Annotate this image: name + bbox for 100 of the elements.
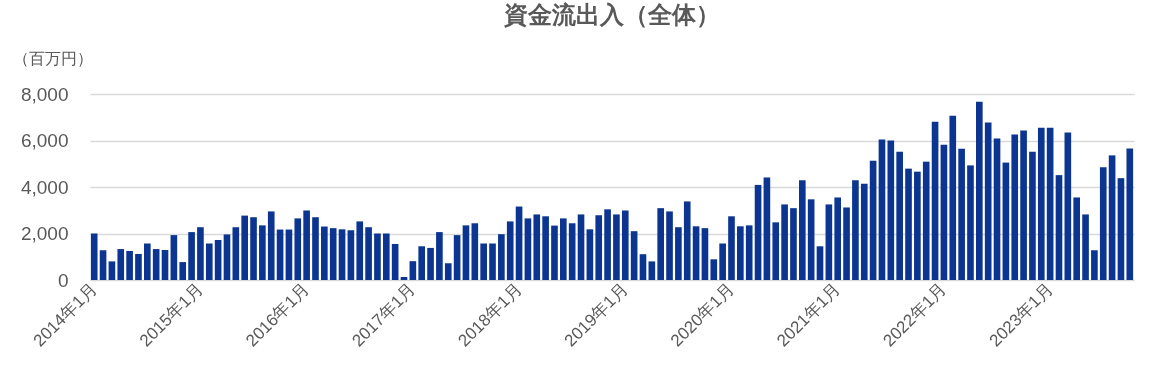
bar [382,233,390,280]
bar [161,250,169,280]
bar [427,247,434,280]
bar [515,206,523,280]
bar [657,208,664,280]
bar [1073,197,1081,280]
bar [90,233,98,280]
bar [577,214,585,280]
bar [241,215,248,280]
bar [790,208,797,280]
chart-title: 資金流出入（全体） [503,1,720,28]
bar [887,140,895,280]
bar [418,246,426,280]
bar [1064,132,1072,280]
bar [506,221,514,280]
bar [604,209,611,280]
bar [692,226,700,280]
bar [542,216,549,280]
bar [843,207,850,280]
bar [108,261,116,280]
bar [621,210,629,280]
bar [303,210,310,280]
bar [197,227,204,280]
bar [453,235,461,280]
bar [250,217,257,280]
bar [878,139,886,280]
bar [135,253,142,280]
bar [312,217,319,280]
bar [560,218,567,280]
bar [1002,162,1010,280]
bar [294,218,302,280]
bar [719,243,726,280]
bar [1011,134,1019,280]
bar [471,223,479,280]
bar [1055,175,1063,280]
bar [896,151,903,280]
bar [745,225,753,280]
y-tick-label: 4,000 [20,176,69,198]
bar [568,223,576,280]
bar [338,229,346,280]
bar [914,171,921,280]
y-tick-label: 8,000 [20,83,69,105]
bar [683,201,691,280]
bar [391,243,399,280]
bar [869,160,877,280]
bar [701,228,709,280]
bar [489,243,496,280]
bar [772,222,780,280]
bar [143,243,151,280]
bar [958,148,965,280]
bar [940,144,948,280]
bar [834,197,842,280]
bar [630,231,638,280]
bar [781,204,788,280]
bar [798,180,806,280]
bar [931,121,939,280]
bar [595,215,603,280]
bar [1117,178,1125,280]
bar [613,214,620,280]
bar [285,229,293,280]
bar [276,229,284,280]
y-axis-title: （百万円） [12,49,93,67]
bar [639,254,647,280]
bar [586,229,594,280]
bar [1126,148,1134,280]
bar [267,211,275,280]
bar [321,226,328,280]
bar [1020,130,1027,280]
bar [444,263,452,280]
bar [976,101,983,280]
bar [356,221,364,280]
bar [117,249,125,280]
bar [329,228,337,280]
bar [1082,214,1089,280]
bar [365,227,372,280]
y-tick-label: 2,000 [20,223,69,244]
bar [126,250,133,280]
bar [551,225,558,280]
bar [993,138,1001,280]
bar [737,226,744,280]
bar [179,262,187,280]
bar [807,199,815,280]
bar [347,230,355,280]
y-tick-label: 0 [57,269,69,291]
bar [852,180,859,280]
bar [152,249,160,280]
bar [967,165,974,280]
bar [223,234,231,280]
bar [259,225,266,280]
bar [533,214,541,280]
bar [984,122,992,280]
bar [480,243,487,280]
bar [922,161,930,280]
bar [816,246,824,280]
bar [462,225,470,280]
bar [648,261,656,280]
bar [710,259,718,280]
bar [825,204,833,280]
bar [675,227,682,280]
bar [666,211,673,280]
